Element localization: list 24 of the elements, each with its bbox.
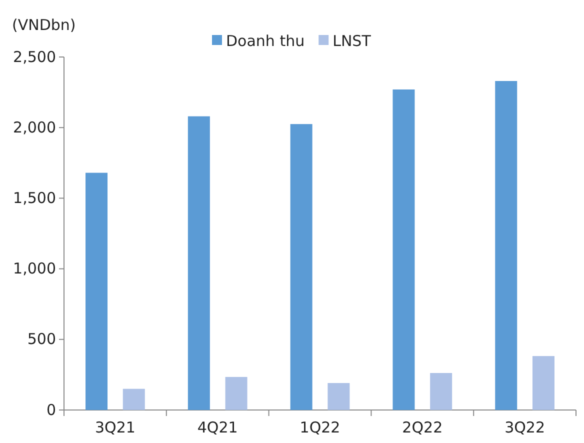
- legend-label: LNST: [332, 32, 372, 50]
- y-axis-title: (VNDbn): [12, 16, 76, 34]
- bar: [225, 376, 248, 410]
- legend-label: Doanh thu: [226, 32, 305, 50]
- x-tick-label: 1Q22: [300, 418, 340, 436]
- x-tick-label: 3Q21: [94, 418, 136, 436]
- bar: [495, 81, 518, 410]
- y-tick-label: 1,500: [13, 189, 56, 207]
- bar: [290, 124, 312, 410]
- y-tick-label: 2,500: [13, 48, 56, 66]
- y-tick-label: 1,000: [13, 260, 56, 278]
- y-tick-label: 500: [27, 330, 56, 348]
- y-tick-label: 2,000: [13, 118, 56, 136]
- bar: [532, 356, 554, 410]
- x-tick-label: 3Q22: [504, 418, 546, 436]
- y-tick-label: 0: [46, 400, 56, 419]
- bar: [392, 89, 415, 410]
- x-tick-label: 2Q22: [402, 418, 443, 436]
- bar: [328, 383, 350, 410]
- bar: [122, 388, 145, 410]
- bar: [86, 172, 108, 410]
- bar: [188, 116, 210, 410]
- x-tick-label: 4Q21: [197, 418, 238, 436]
- bar: [430, 373, 452, 410]
